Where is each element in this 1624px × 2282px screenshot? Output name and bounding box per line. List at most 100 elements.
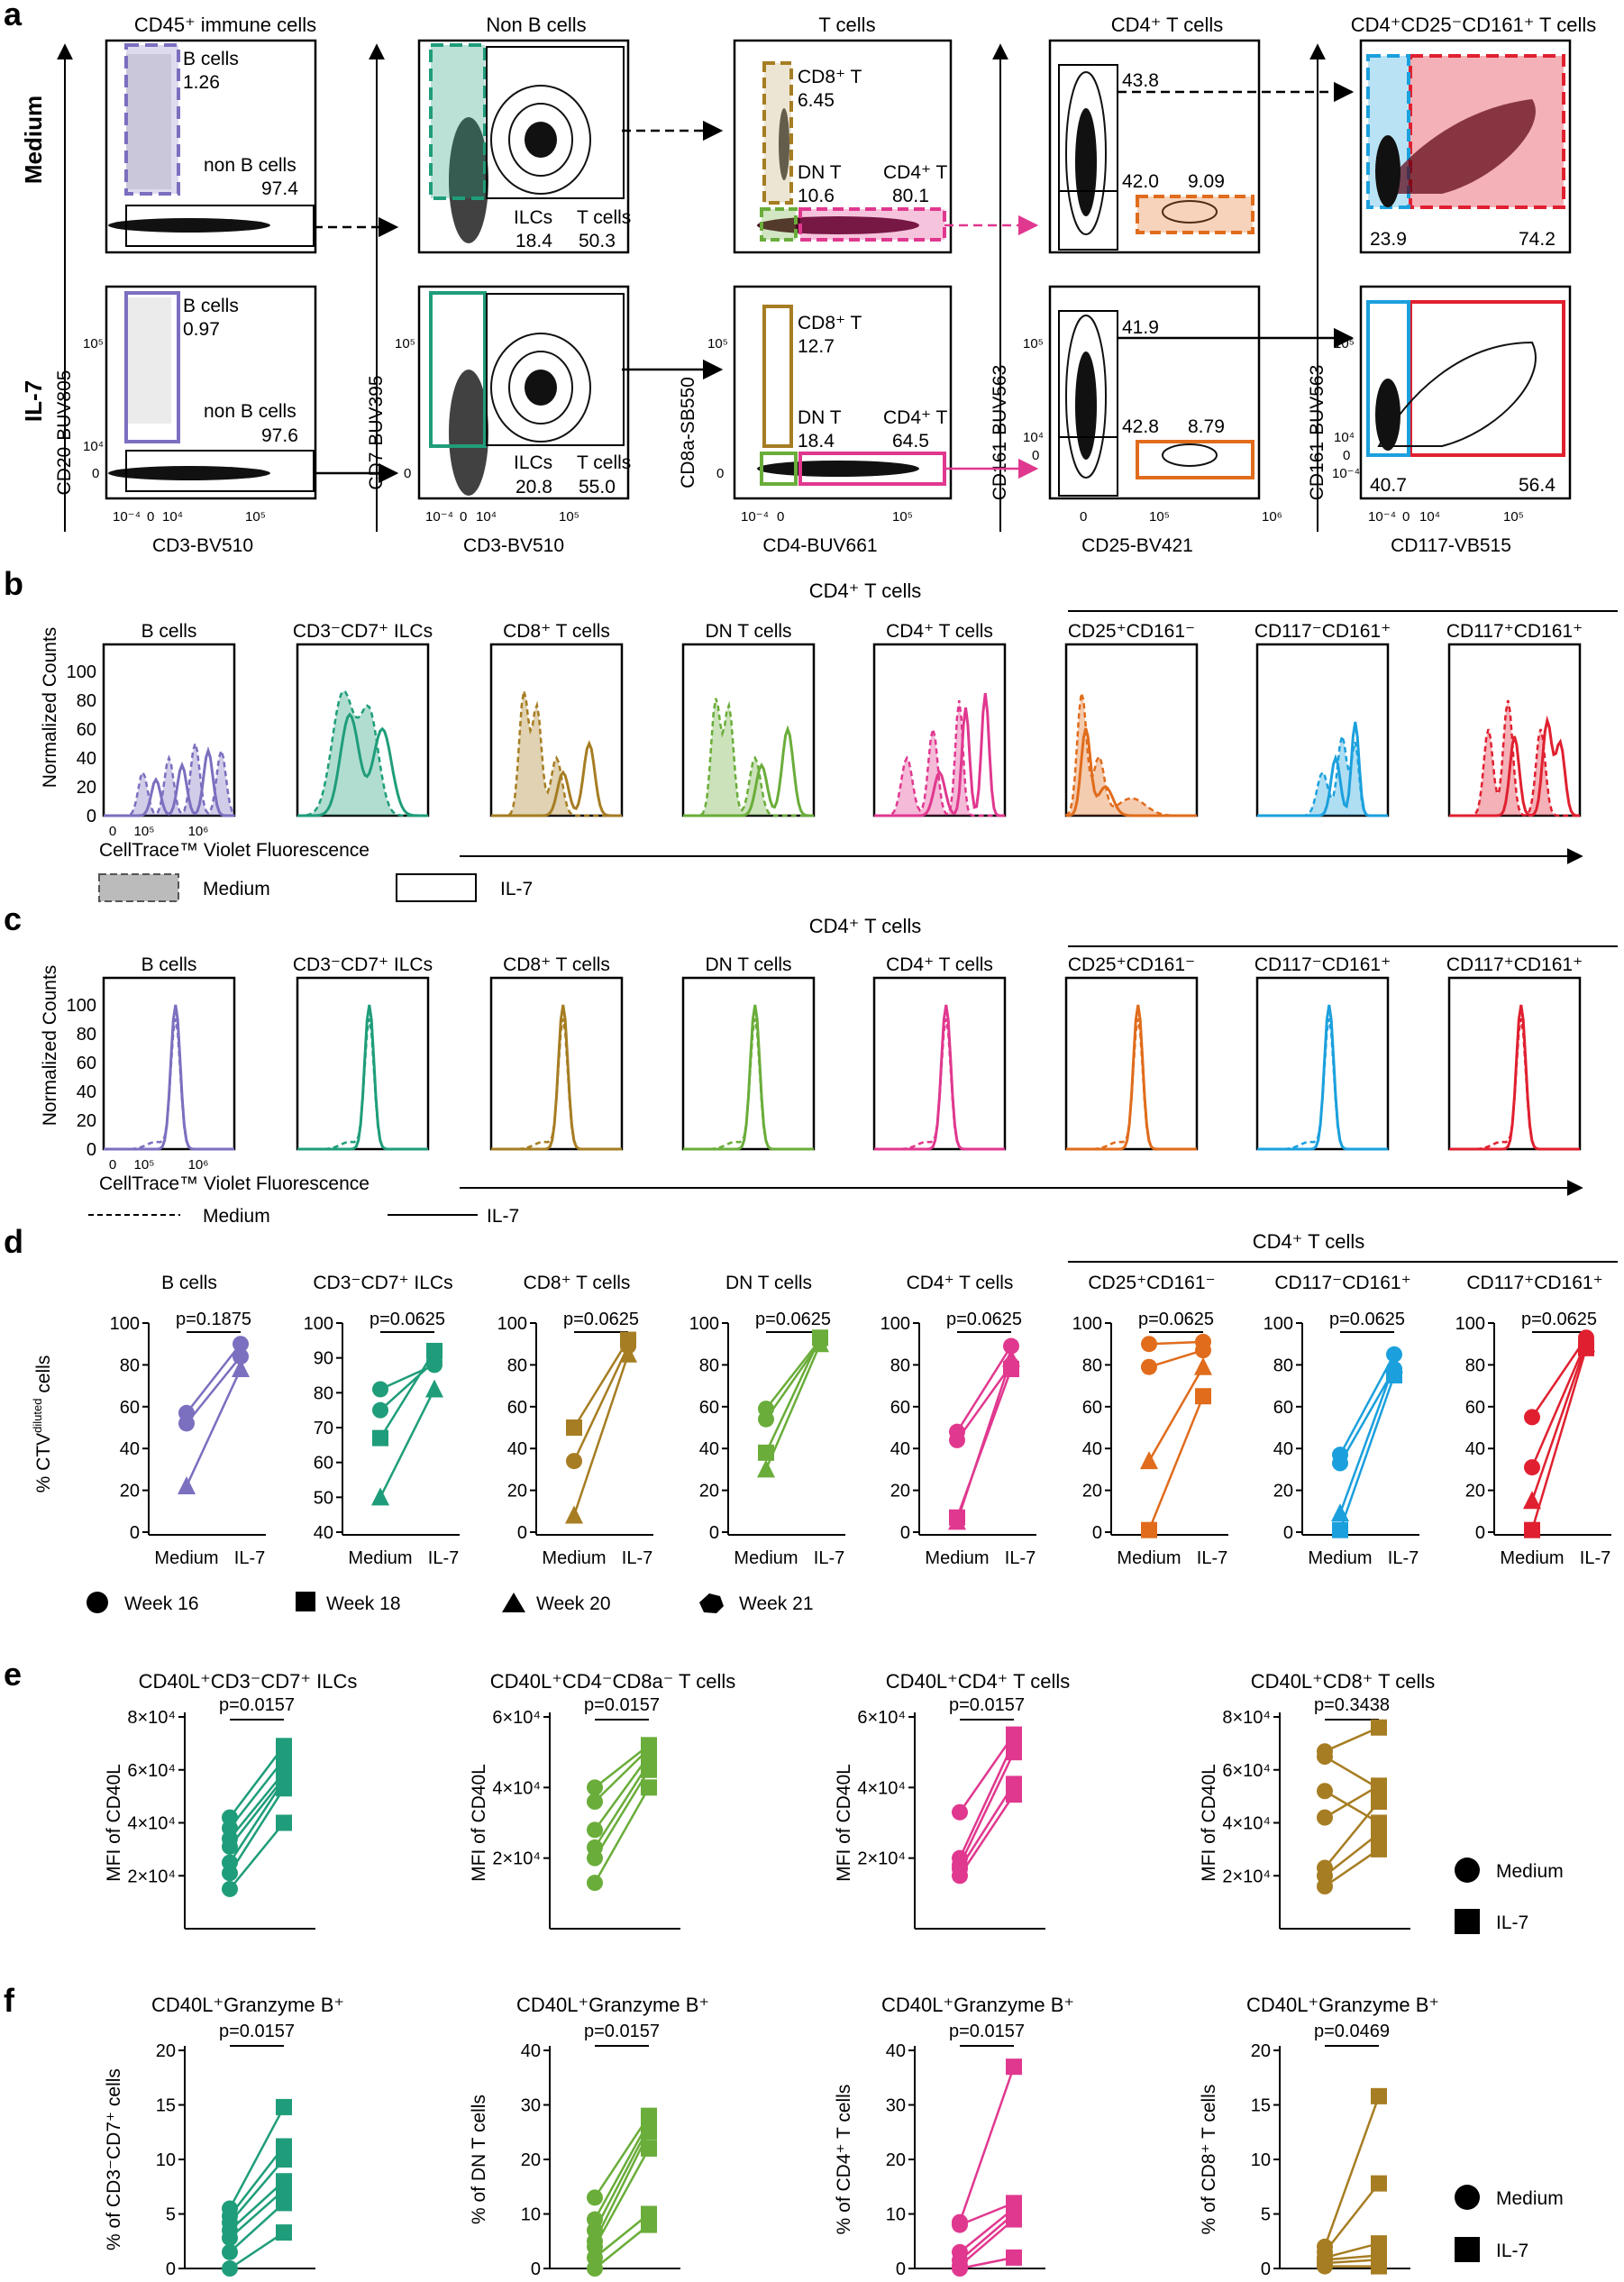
hist-il7 [874,692,1005,817]
xlabel-c: CellTrace™ Violet Fluorescence [99,1173,370,1194]
tick-zero-3: 0 [777,509,784,525]
hist-title: CD25⁺CD161⁻ [1068,954,1195,975]
pair-line [1147,1395,1205,1531]
hist-title: CD8⁺ T cells [503,621,610,642]
pair-xcat: Medium [348,1548,412,1568]
pair-line [593,2126,651,2232]
group-label-d: CD4⁺ T cells [1253,1230,1365,1253]
pair-ytick: 80 [314,1383,333,1403]
ef-ytick: 2×10⁴ [492,1849,541,1869]
group-label-c: CD4⁺ T cells [809,915,922,937]
legend-label-medium-c: Medium [203,1206,270,1227]
tick-zero-5: 0 [1402,509,1410,525]
pair-title: CD25⁺CD161⁻ [1088,1273,1215,1293]
point-il7 [1006,1744,1022,1761]
pair-ytick: 20 [507,1482,527,1502]
pair-line [764,1343,822,1470]
hist-ytick: 40 [77,1082,96,1102]
pair-line [228,1779,286,1864]
plot-frame-cd4-medium [1048,39,1261,254]
density-cd45 [108,54,270,480]
legend-label-il7-c: IL-7 [487,1206,519,1227]
point-medium [952,2260,968,2277]
pair-line [959,2202,1015,2226]
value-q-br-il7: 8.79 [1188,416,1225,437]
p-value: p=0.0625 [1329,1310,1405,1329]
value-bcells-il7: 0.97 [183,319,220,340]
pair-ytick: 80 [507,1356,527,1375]
legend-swatch-il7-b [396,873,477,902]
pair-xcat: IL-7 [1005,1548,1036,1568]
ef-ylabel: MFI of CD40L [1199,1764,1219,1882]
ytick-4-5: 10⁴ [1334,430,1355,445]
hist-frame [296,976,430,1151]
point-il7 [276,2195,292,2212]
hist-title: CD4⁺ T cells [886,954,993,975]
pair-line [572,1345,630,1462]
pair-line [379,1388,436,1498]
legend-il7-f: IL-7 [1496,2241,1528,2261]
tick-4-1: 10⁴ [162,509,183,525]
pair-xcat: IL-7 [428,1548,459,1568]
pair-line [379,1350,436,1439]
hist-frame [1447,976,1582,1151]
point-medium [758,1410,774,1428]
gate-title-cd161: CD4⁺CD25⁻CD161⁺ T cells [1351,14,1596,36]
p-value: p=0.0157 [584,2022,660,2041]
ylabel-cd161-b: CD161-BUV563 [1307,365,1327,501]
hist-title: DN T cells [705,954,791,975]
hist-ytick: 0 [87,1140,96,1160]
value-ilc-il7: 20.8 [515,477,552,497]
ef-ytick: 2×10⁴ [127,1867,176,1886]
value-nonb-il7: 97.6 [261,425,298,446]
ef-ylabel: % of CD8⁺ T cells [1199,2085,1219,2235]
ef-title: CD40L⁺Granzyme B⁺ [1246,1994,1439,2016]
legend-week18: Week 18 [326,1593,401,1614]
value-q-top-il7: 41.9 [1122,317,1159,338]
ef-ytick: 10 [156,2150,176,2170]
pair-line [593,1762,651,1848]
pair-ytick: 20 [1273,1482,1293,1502]
ef-ytick: 5 [1261,2205,1271,2225]
point-il7 [1371,1840,1387,1858]
pair-line [593,2114,651,2199]
value-f-left-medium: 23.9 [1370,229,1407,250]
hist-il7 [874,1004,1005,1151]
point-il7 [1386,1367,1402,1383]
panel-e-mfi: CD40L⁺CD3⁻CD7⁺ ILCs 2×10⁴ 4×10⁴ 6×10⁴ 8×10⁴ M… [104,1670,1564,1934]
gate-dn-il7 [760,452,798,486]
point-il7 [276,2138,292,2155]
p-value: p=0.0469 [1314,2022,1390,2041]
xlabel-cd25: CD25-BV421 [1081,535,1193,556]
point-il7 [619,1344,637,1363]
point-il7 [425,1379,443,1398]
pair-line [593,2148,651,2248]
pair-xcat: IL-7 [1580,1548,1610,1568]
legend-square-e [1455,1909,1480,1934]
pair-line [1338,1374,1396,1531]
ytick-4-1: 10⁴ [83,439,104,454]
point-il7 [641,2123,657,2141]
pair-ytick: 60 [1082,1398,1102,1418]
hist-xtick: 0 [109,824,116,839]
pair-line [229,2202,285,2253]
point-il7 [426,1342,442,1359]
hist-title: CD3⁻CD7⁺ ILCs [293,621,433,642]
legend-medium-e: Medium [1496,1861,1564,1882]
plot-frame-cd161-medium [1359,39,1572,254]
hist-il7 [1065,727,1197,817]
pair-line [1530,1347,1588,1531]
hist-il7 [1257,721,1388,817]
point-il7 [811,1334,829,1353]
ylabel-d-end: cells [33,1356,54,1399]
tick-4-2: 10⁴ [476,509,497,525]
panel-letter-a: a [4,0,23,32]
pair-ytick: 0 [1283,1523,1293,1543]
pair-line [1530,1337,1588,1419]
pair-line [959,2256,1015,2270]
hist-xtick: 0 [109,1157,116,1173]
ef-title: CD40L⁺CD4⁻CD8a⁻ T cells [490,1670,735,1693]
panel-letter-d: d [4,1223,23,1260]
point-il7 [641,1761,657,1778]
